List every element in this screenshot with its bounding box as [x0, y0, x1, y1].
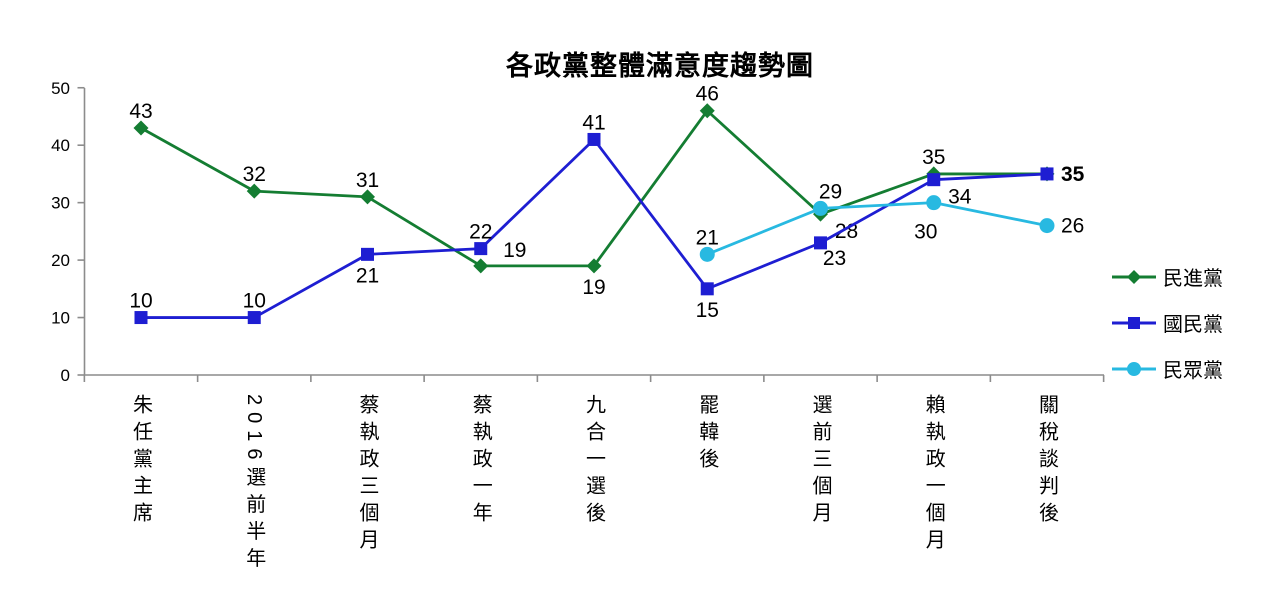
- series-dpp-data-label: 19: [503, 239, 526, 262]
- legend-tpp-marker-icon: [1112, 361, 1156, 376]
- series-dpp-marker: [699, 103, 715, 119]
- series-kmt-marker: [814, 236, 827, 250]
- legend-label: 國民黨: [1163, 314, 1223, 336]
- series-kmt-data-label: 34: [948, 186, 972, 209]
- series-dpp-data-label: 19: [582, 276, 605, 299]
- series-tpp-marker: [813, 200, 828, 216]
- series-kmt-marker: [361, 247, 374, 261]
- series-kmt-data-label: 10: [129, 290, 152, 313]
- series-tpp-marker: [1039, 218, 1055, 234]
- series-kmt-data-label: 35: [1061, 163, 1085, 186]
- series-kmt-marker: [927, 173, 941, 187]
- series-dpp-data-label: 31: [356, 169, 379, 192]
- chart-title: 各政黨整體滿意度趨勢圖: [506, 51, 814, 81]
- series-tpp-marker: [926, 195, 942, 211]
- series-dpp-marker: [133, 120, 149, 136]
- series-tpp-data-label: 26: [1061, 215, 1084, 238]
- series-dpp-data-label: 32: [243, 163, 266, 186]
- series-kmt-data-label: 41: [582, 111, 605, 134]
- series-dpp-data-label: 35: [922, 146, 945, 169]
- y-axis-tick-label: 10: [51, 309, 70, 328]
- legend-kmt-marker-icon: [1112, 316, 1156, 329]
- legend: 民進黨 國民黨 民眾黨: [1112, 262, 1223, 383]
- series-kmt-marker: [474, 242, 488, 256]
- series-dpp-marker: [586, 258, 602, 274]
- series-tpp-data-label: 21: [696, 226, 719, 249]
- series-dpp-marker: [246, 183, 262, 199]
- legend-item-kmt: 國民黨: [1112, 308, 1223, 337]
- series-dpp-data-label: 43: [129, 100, 152, 123]
- series-kmt-data-label: 21: [356, 264, 379, 287]
- legend-item-dpp: 民進黨: [1112, 262, 1223, 291]
- series-kmt-marker: [247, 311, 261, 325]
- series-dpp-marker: [473, 258, 489, 274]
- legend-item-tpp: 民眾黨: [1112, 354, 1223, 383]
- series-kmt-marker: [700, 282, 714, 296]
- legend-label: 民進黨: [1163, 268, 1223, 290]
- legend-label: 民眾黨: [1163, 360, 1223, 382]
- y-axis-tick-label: 40: [51, 136, 70, 155]
- y-axis-tick-label: 0: [61, 366, 70, 385]
- series-tpp-data-label: 30: [914, 221, 937, 244]
- series-kmt-marker: [134, 311, 148, 325]
- series-tpp-data-label: 29: [819, 180, 842, 203]
- series-kmt-data-label: 10: [243, 290, 266, 313]
- series-kmt-data-label: 23: [823, 247, 846, 270]
- series-tpp-line: [706, 201, 1048, 256]
- series-dpp-data-label: 46: [696, 83, 719, 106]
- y-axis-tick-label: 30: [51, 194, 70, 213]
- series-kmt-data-label: 15: [696, 299, 719, 322]
- series-tpp-marker: [699, 246, 715, 262]
- series-dpp-marker: [360, 189, 375, 205]
- series-kmt-marker: [1040, 167, 1054, 181]
- series-kmt-marker: [587, 132, 601, 146]
- series-kmt-data-label: 22: [469, 221, 492, 244]
- legend-dpp-marker-icon: [1112, 269, 1156, 284]
- y-axis-tick-label: 20: [51, 251, 70, 270]
- y-axis-tick-label: 50: [51, 79, 70, 98]
